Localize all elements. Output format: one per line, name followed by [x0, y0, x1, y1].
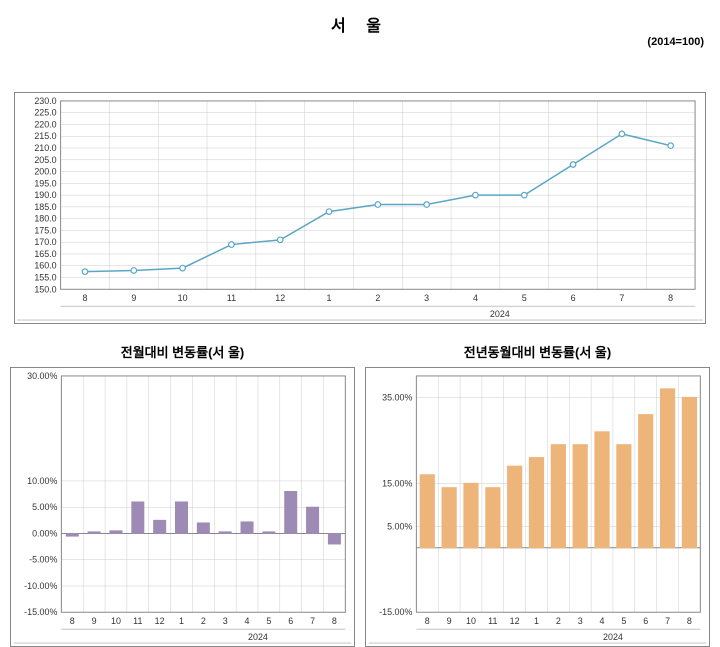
svg-text:4: 4	[600, 616, 605, 626]
svg-text:6: 6	[643, 616, 648, 626]
svg-text:185.0: 185.0	[34, 202, 56, 212]
svg-text:9: 9	[131, 293, 136, 303]
svg-text:2024: 2024	[490, 309, 510, 319]
svg-text:10: 10	[466, 616, 476, 626]
svg-text:225.0: 225.0	[34, 108, 56, 118]
svg-text:12: 12	[510, 616, 520, 626]
yoy-chart: -15.00%5.00%15.00%35.00%8910111212345678…	[365, 367, 710, 647]
svg-text:-15.00%: -15.00%	[379, 607, 412, 617]
svg-text:5.00%: 5.00%	[387, 521, 412, 531]
mom-chart: -15.00% -10.00% -5.00% 0.00% 5.00% 10.00% 30.0…	[10, 367, 355, 647]
svg-text:0.00%: 0.00%	[32, 528, 57, 538]
page-title: 서 울	[0, 0, 720, 40]
svg-text:10.00%: 10.00%	[27, 476, 57, 486]
svg-text:205.0: 205.0	[34, 155, 56, 165]
svg-text:1: 1	[179, 616, 184, 626]
svg-text:3: 3	[578, 616, 583, 626]
svg-text:9: 9	[447, 616, 452, 626]
svg-text:190.0: 190.0	[34, 190, 56, 200]
yoy-title: 전년동월대비 변동률(서 울)	[365, 332, 710, 367]
svg-text:11: 11	[227, 293, 236, 303]
svg-text:9: 9	[92, 616, 97, 626]
svg-text:7: 7	[665, 616, 670, 626]
svg-text:2: 2	[201, 616, 206, 626]
baseline-label: (2014=100)	[647, 36, 704, 48]
svg-text:165.0: 165.0	[34, 249, 56, 259]
svg-text:-5.00%: -5.00%	[29, 555, 57, 565]
line-chart: 150.0 155.0160.0 165.0 170.0 175.0180.0 185.0…	[14, 92, 706, 324]
svg-text:180.0: 180.0	[34, 214, 56, 224]
svg-text:7: 7	[310, 616, 315, 626]
svg-text:160.0: 160.0	[34, 261, 56, 271]
svg-text:5: 5	[266, 616, 271, 626]
svg-text:8: 8	[70, 616, 75, 626]
svg-text:3: 3	[424, 293, 429, 303]
svg-text:7: 7	[619, 293, 624, 303]
svg-text:30.00%: 30.00%	[27, 371, 57, 381]
svg-text:170.0: 170.0	[34, 237, 56, 247]
svg-text:2024: 2024	[603, 632, 623, 642]
svg-text:2024: 2024	[248, 632, 268, 642]
svg-text:8: 8	[425, 616, 430, 626]
svg-text:215.0: 215.0	[34, 131, 56, 141]
svg-text:200.0: 200.0	[34, 167, 56, 177]
svg-text:10: 10	[111, 616, 121, 626]
svg-text:11: 11	[488, 616, 497, 626]
svg-text:230.0: 230.0	[34, 96, 56, 106]
svg-text:10: 10	[178, 293, 188, 303]
svg-text:210.0: 210.0	[34, 143, 56, 153]
svg-text:5: 5	[522, 293, 527, 303]
svg-text:15.00%: 15.00%	[382, 478, 412, 488]
svg-text:8: 8	[668, 293, 673, 303]
svg-text:155.0: 155.0	[34, 272, 56, 282]
svg-text:8: 8	[83, 293, 88, 303]
svg-text:-15.00%: -15.00%	[24, 607, 57, 617]
svg-text:1: 1	[327, 293, 332, 303]
svg-text:-10.00%: -10.00%	[24, 581, 57, 591]
mom-panel: 전월대비 변동률(서 울) -15.00% -10.00% -5.00% 0.00% 5…	[10, 332, 355, 647]
bottom-charts-row: 전월대비 변동률(서 울) -15.00% -10.00% -5.00% 0.00% 5…	[10, 332, 710, 647]
svg-text:8: 8	[687, 616, 692, 626]
svg-text:6: 6	[571, 293, 576, 303]
svg-text:11: 11	[133, 616, 142, 626]
svg-text:3: 3	[223, 616, 228, 626]
svg-text:6: 6	[288, 616, 293, 626]
svg-text:5: 5	[621, 616, 626, 626]
yoy-panel: 전년동월대비 변동률(서 울) -15.00% 5.00% 15.00% 35.00%…	[365, 332, 710, 647]
svg-text:1: 1	[534, 616, 539, 626]
svg-text:35.00%: 35.00%	[382, 392, 412, 402]
svg-text:175.0: 175.0	[34, 225, 56, 235]
svg-text:2: 2	[556, 616, 561, 626]
svg-text:12: 12	[155, 616, 165, 626]
svg-text:5.00%: 5.00%	[32, 502, 57, 512]
svg-text:220.0: 220.0	[34, 119, 56, 129]
svg-text:4: 4	[473, 293, 478, 303]
svg-text:195.0: 195.0	[34, 178, 56, 188]
svg-text:150.0: 150.0	[34, 284, 56, 294]
svg-text:2: 2	[375, 293, 380, 303]
svg-text:4: 4	[245, 616, 250, 626]
mom-title: 전월대비 변동률(서 울)	[10, 332, 355, 367]
svg-text:12: 12	[275, 293, 285, 303]
svg-text:8: 8	[332, 616, 337, 626]
